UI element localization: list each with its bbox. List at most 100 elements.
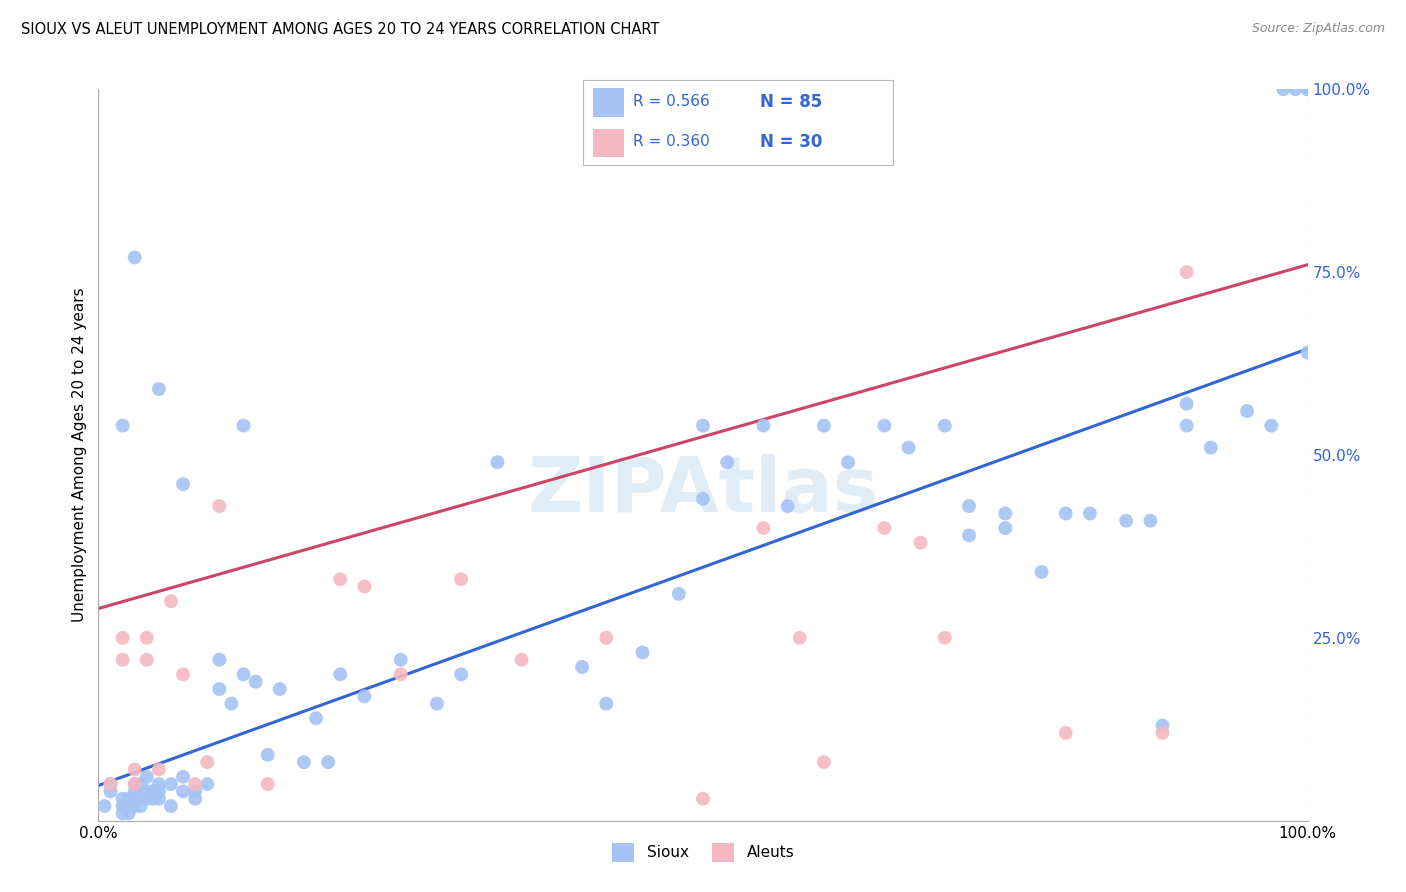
Point: [957, 528, 980, 542]
FancyBboxPatch shape: [593, 88, 624, 117]
Point: [124, 763, 146, 777]
Point: [129, 777, 152, 791]
Point: [1272, 82, 1295, 96]
Point: [142, 784, 165, 798]
Point: [135, 631, 157, 645]
Text: N = 30: N = 30: [759, 133, 823, 151]
Point: [111, 653, 134, 667]
Point: [994, 521, 1017, 535]
Point: [668, 587, 690, 601]
Point: [111, 418, 134, 433]
Point: [1139, 514, 1161, 528]
Point: [124, 777, 146, 791]
Point: [148, 784, 170, 798]
Point: [135, 784, 157, 798]
Point: [1054, 507, 1077, 521]
Point: [1175, 397, 1198, 411]
Point: [160, 594, 183, 608]
Point: [957, 499, 980, 513]
Point: [873, 521, 896, 535]
Point: [232, 418, 254, 433]
Point: [910, 535, 932, 549]
Point: [292, 755, 315, 769]
Point: [172, 784, 194, 798]
Point: [148, 777, 170, 791]
Point: [100, 777, 122, 791]
Point: [1175, 418, 1198, 433]
Point: [129, 799, 152, 814]
Point: [1296, 82, 1319, 96]
Point: [813, 418, 835, 433]
Text: Source: ZipAtlas.com: Source: ZipAtlas.com: [1251, 22, 1385, 36]
Point: [1054, 726, 1077, 740]
Point: [571, 660, 593, 674]
Point: [595, 697, 617, 711]
Point: [245, 674, 267, 689]
Text: R = 0.360: R = 0.360: [633, 134, 710, 149]
Point: [172, 667, 194, 681]
Point: [450, 667, 472, 681]
Point: [148, 791, 170, 805]
Point: [269, 681, 291, 696]
Point: [172, 770, 194, 784]
Point: [692, 791, 714, 805]
Point: [316, 755, 339, 769]
Point: [184, 784, 207, 798]
Point: [486, 455, 509, 469]
Text: SIOUX VS ALEUT UNEMPLOYMENT AMONG AGES 20 TO 24 YEARS CORRELATION CHART: SIOUX VS ALEUT UNEMPLOYMENT AMONG AGES 2…: [21, 22, 659, 37]
Point: [118, 791, 141, 805]
Point: [135, 791, 157, 805]
Point: [752, 418, 775, 433]
Point: [1175, 265, 1198, 279]
Point: [111, 791, 134, 805]
Point: [389, 653, 412, 667]
Point: [148, 382, 170, 396]
Point: [1152, 718, 1174, 732]
Point: [135, 653, 157, 667]
Point: [195, 755, 218, 769]
Point: [329, 667, 352, 681]
Point: [934, 631, 956, 645]
Point: [208, 499, 231, 513]
Point: [692, 491, 714, 506]
Point: [124, 251, 146, 265]
Point: [450, 572, 472, 586]
Point: [184, 791, 207, 805]
Point: [142, 791, 165, 805]
Text: R = 0.566: R = 0.566: [633, 95, 710, 110]
Point: [934, 418, 956, 433]
Point: [789, 631, 811, 645]
Point: [426, 697, 449, 711]
Point: [897, 441, 920, 455]
Point: [994, 507, 1017, 521]
Point: [118, 799, 141, 814]
FancyBboxPatch shape: [593, 128, 624, 157]
Point: [148, 763, 170, 777]
Point: [389, 667, 412, 681]
Point: [124, 784, 146, 798]
Point: [1260, 418, 1282, 433]
Point: [111, 806, 134, 821]
Point: [776, 499, 799, 513]
Point: [1152, 726, 1174, 740]
Point: [232, 667, 254, 681]
Point: [100, 777, 122, 791]
Point: [752, 521, 775, 535]
Point: [221, 697, 243, 711]
Text: N = 85: N = 85: [759, 93, 823, 111]
Point: [1296, 82, 1319, 96]
Text: ZIPAtlas: ZIPAtlas: [527, 455, 879, 528]
Point: [256, 777, 278, 791]
Point: [135, 770, 157, 784]
Point: [184, 777, 207, 791]
Point: [353, 690, 375, 704]
Point: [172, 477, 194, 491]
Point: [1031, 565, 1053, 579]
Point: [716, 455, 738, 469]
Point: [837, 455, 859, 469]
Point: [160, 799, 183, 814]
Point: [256, 747, 278, 762]
Legend: Sioux, Aleuts: Sioux, Aleuts: [606, 837, 800, 868]
Point: [1078, 507, 1101, 521]
Point: [1236, 404, 1258, 418]
